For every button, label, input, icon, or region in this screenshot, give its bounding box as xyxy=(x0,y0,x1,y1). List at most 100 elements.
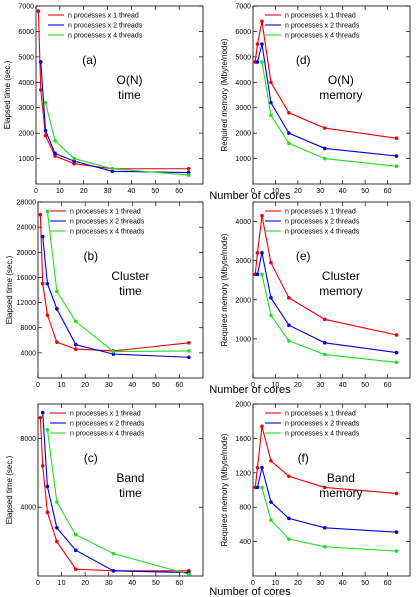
legend-label-0: n processes x 1 thread xyxy=(70,411,141,418)
data-point xyxy=(73,567,78,571)
x-tick-label: 40 xyxy=(339,188,347,195)
plot-frame xyxy=(252,201,411,379)
series-line-1 xyxy=(256,252,397,354)
x-tick-label: 50 xyxy=(151,188,159,195)
data-point xyxy=(394,350,399,355)
x-tick-label: 50 xyxy=(361,188,369,195)
panel-annotation: memory xyxy=(319,88,362,102)
data-point xyxy=(322,146,327,151)
plot-frame xyxy=(37,201,204,379)
data-point xyxy=(55,340,59,344)
chart-panel-2: 0 10 20 30 40 50 60 4000 8000 12000 16000 20000 2400… xyxy=(5,200,204,389)
x-tick-label: 50 xyxy=(361,580,369,587)
data-point xyxy=(187,355,191,360)
data-point xyxy=(322,544,327,549)
panel-annotation: memory xyxy=(319,284,362,298)
series-line-1 xyxy=(42,412,189,574)
y-tick-label: 1200 xyxy=(235,470,251,477)
data-point xyxy=(43,128,48,133)
legend-label-2: n processes x 4 threads xyxy=(70,431,145,438)
data-point xyxy=(260,424,264,429)
data-point xyxy=(55,307,59,311)
panel-annotation: Band xyxy=(116,471,144,485)
data-point xyxy=(322,156,327,161)
data-point xyxy=(55,539,59,544)
data-point xyxy=(287,474,291,479)
data-point xyxy=(40,281,45,286)
legend-label-2: n processes x 4 threads xyxy=(285,33,360,40)
series-line-2 xyxy=(45,102,189,176)
x-tick-label: 50 xyxy=(152,580,160,587)
data-point xyxy=(40,464,45,468)
data-point xyxy=(269,296,273,300)
x-tick-label: 20 xyxy=(80,188,88,195)
panel-label: (a) xyxy=(82,53,97,67)
y-tick-label: 2000 xyxy=(235,297,251,304)
legend-label-1: n processes x 2 threads xyxy=(285,421,360,428)
data-point xyxy=(322,126,327,130)
data-point xyxy=(255,251,260,255)
y-tick-label: 12000 xyxy=(17,300,37,307)
legend-label-1: n processes x 2 threads xyxy=(70,421,145,428)
panel-label: (e) xyxy=(296,249,311,263)
legend-label-2: n processes x 4 threads xyxy=(285,431,360,438)
data-point xyxy=(45,313,50,317)
data-point xyxy=(269,260,273,265)
data-point xyxy=(110,169,115,174)
y-tick-label: 8000 xyxy=(20,325,36,332)
x-tick-label: 0 xyxy=(251,382,255,389)
y-tick-label: 4000 xyxy=(235,80,251,87)
x-tick-label: 0 xyxy=(251,188,255,195)
data-point xyxy=(394,154,399,158)
data-point xyxy=(55,500,59,504)
data-point xyxy=(260,485,264,490)
data-point xyxy=(322,485,327,490)
x-tick-label: 0 xyxy=(251,580,255,587)
legend-label-0: n processes x 1 thread xyxy=(68,13,139,20)
data-point xyxy=(53,154,57,158)
x-tick-label: 40 xyxy=(128,580,136,587)
legend-label-1: n processes x 2 threads xyxy=(285,219,360,226)
x-tick-label: 10 xyxy=(58,580,66,587)
data-point xyxy=(287,339,291,343)
x-tick-label: 30 xyxy=(316,580,324,587)
y-tick-label: 800 xyxy=(239,505,251,512)
y-tick-label: 1000 xyxy=(235,336,251,343)
data-point xyxy=(287,111,291,115)
data-point xyxy=(73,342,78,347)
y-tick-label: 3000 xyxy=(235,258,251,265)
x-tick-label: 20 xyxy=(81,580,89,587)
data-point xyxy=(269,458,273,463)
x-tick-label: 60 xyxy=(176,382,184,389)
data-point xyxy=(111,551,116,556)
data-point xyxy=(38,212,43,217)
x-tick-label: 60 xyxy=(176,580,184,587)
x-tick-label: 10 xyxy=(56,188,64,195)
x-tick-label: 20 xyxy=(294,188,302,195)
panel-annotation: O(N) xyxy=(117,73,143,87)
data-point xyxy=(45,281,50,286)
data-point xyxy=(255,465,260,470)
data-point xyxy=(187,341,191,345)
x-tick-label: 30 xyxy=(104,188,112,195)
panel-annotation: O(N) xyxy=(328,73,354,87)
panel-annotation: Cluster xyxy=(322,269,360,283)
data-point xyxy=(111,352,116,356)
data-point xyxy=(287,131,291,135)
x-tick-label: 10 xyxy=(272,188,280,195)
panel-annotation: Cluster xyxy=(111,269,149,283)
data-point xyxy=(394,491,399,496)
legend-label-2: n processes x 4 threads xyxy=(285,229,360,236)
data-point xyxy=(255,60,260,64)
data-point xyxy=(45,484,50,489)
y-tick-label: 4000 xyxy=(20,350,36,357)
data-point xyxy=(269,113,273,118)
y-axis-label: Elapsed time (sec.) xyxy=(5,455,14,524)
data-point xyxy=(394,136,399,141)
y-tick-label: 7000 xyxy=(18,4,34,11)
data-point xyxy=(322,526,327,530)
x-tick-label: 20 xyxy=(294,580,302,587)
data-point xyxy=(40,410,45,415)
y-axis-label: Elapsed time (sec.) xyxy=(3,60,12,129)
